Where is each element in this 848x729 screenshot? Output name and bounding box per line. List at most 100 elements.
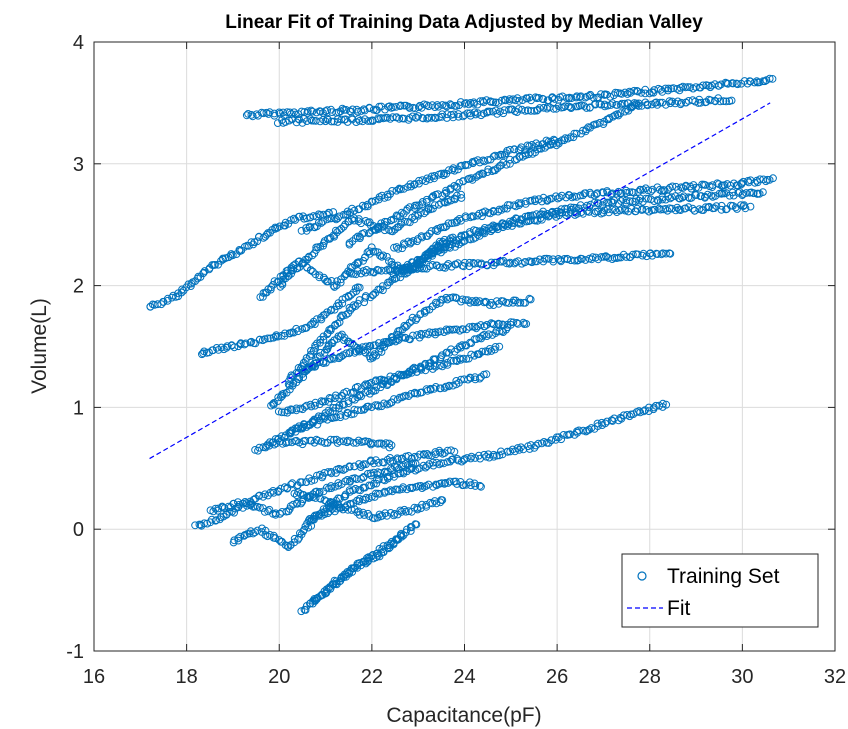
training-point <box>385 472 394 481</box>
training-point <box>533 106 541 115</box>
training-point <box>425 229 434 238</box>
training-point <box>457 190 466 199</box>
training-point <box>360 511 369 519</box>
training-point <box>567 94 576 102</box>
training-point <box>454 112 463 121</box>
training-point <box>572 92 581 101</box>
training-point <box>763 175 772 184</box>
training-point <box>394 222 403 231</box>
training-point <box>634 99 643 108</box>
training-point <box>703 190 712 199</box>
training-point <box>336 411 345 419</box>
training-point <box>552 192 560 201</box>
training-point <box>405 104 414 112</box>
training-point <box>350 216 359 225</box>
training-point <box>566 430 574 439</box>
training-point <box>410 180 419 189</box>
x-axis-label: Capacitance(pF) <box>386 704 541 727</box>
training-point <box>470 298 479 307</box>
training-point <box>561 134 570 143</box>
training-point <box>384 376 393 385</box>
training-point <box>422 385 431 394</box>
training-point <box>426 362 435 371</box>
training-point <box>731 203 740 212</box>
training-point <box>390 373 399 381</box>
training-point <box>361 380 370 389</box>
training-point <box>348 568 357 576</box>
training-point <box>573 209 582 218</box>
training-point <box>457 194 466 202</box>
training-point <box>472 296 480 305</box>
training-point <box>316 592 325 600</box>
training-point <box>349 564 358 572</box>
training-point <box>295 212 304 221</box>
training-point <box>234 536 243 545</box>
training-point <box>327 305 336 314</box>
training-point <box>207 515 216 524</box>
training-point <box>392 243 401 251</box>
training-point <box>302 401 311 410</box>
training-point <box>384 487 393 496</box>
training-point <box>715 81 723 90</box>
training-point <box>462 355 471 363</box>
training-point <box>321 439 329 447</box>
training-point <box>549 255 557 264</box>
training-point <box>331 226 340 235</box>
training-point <box>411 466 420 475</box>
training-point <box>314 436 323 445</box>
training-point <box>355 117 364 125</box>
training-point <box>438 101 447 109</box>
training-point <box>313 471 321 480</box>
training-point <box>326 306 335 315</box>
training-point <box>418 176 427 185</box>
training-point <box>329 500 338 509</box>
training-point <box>270 399 278 407</box>
training-point <box>471 482 480 490</box>
training-point <box>597 90 605 98</box>
training-point <box>409 331 417 340</box>
training-point <box>509 318 518 327</box>
training-point <box>495 342 504 351</box>
training-point <box>734 189 743 197</box>
training-point <box>431 448 440 456</box>
training-point <box>438 351 446 360</box>
training-point <box>311 344 320 352</box>
training-point <box>591 99 599 108</box>
training-point <box>419 114 428 123</box>
training-point <box>623 105 632 114</box>
training-point <box>692 83 700 91</box>
training-point <box>475 374 484 383</box>
training-point <box>535 104 544 112</box>
training-point <box>342 310 350 319</box>
training-point <box>333 214 342 223</box>
training-point <box>543 210 552 218</box>
training-point <box>678 193 687 202</box>
training-point <box>566 103 575 112</box>
training-point <box>632 99 641 108</box>
training-point <box>270 109 279 118</box>
training-point <box>339 222 348 231</box>
training-point <box>349 438 358 447</box>
training-point <box>597 253 606 261</box>
training-point <box>501 96 510 105</box>
training-point <box>304 253 313 262</box>
training-point <box>676 206 685 215</box>
training-point <box>505 95 514 103</box>
training-point <box>417 208 425 217</box>
training-point <box>639 407 648 416</box>
training-point <box>526 295 535 304</box>
training-point <box>617 253 625 262</box>
training-point <box>365 103 374 112</box>
training-point <box>474 171 483 180</box>
training-point <box>547 194 556 203</box>
training-point <box>530 444 539 452</box>
training-point <box>659 399 667 408</box>
training-point <box>369 222 378 230</box>
training-point <box>483 332 491 341</box>
training-point <box>323 308 332 317</box>
training-point <box>466 213 475 222</box>
training-point <box>412 520 421 529</box>
training-point <box>369 268 378 276</box>
training-point <box>495 451 504 460</box>
training-point <box>548 207 557 216</box>
